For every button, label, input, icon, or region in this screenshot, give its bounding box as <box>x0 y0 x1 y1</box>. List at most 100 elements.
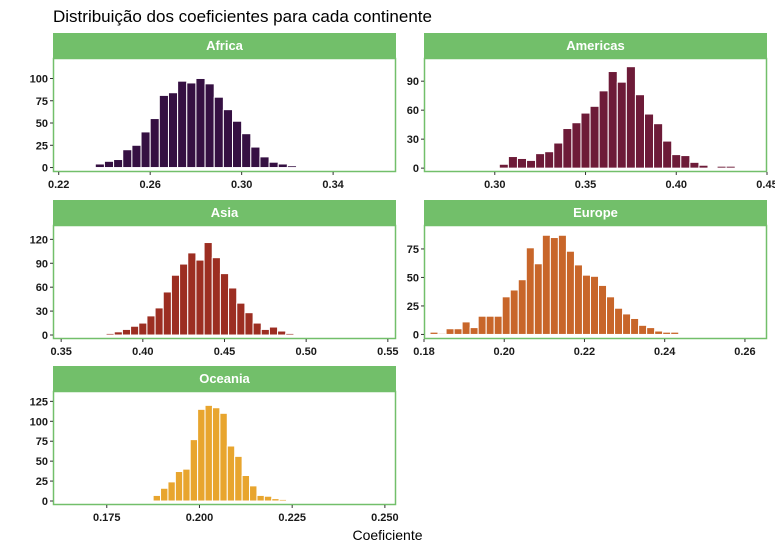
histogram-bar <box>103 160 115 169</box>
histogram-bar <box>565 250 575 335</box>
histogram-bar <box>140 131 151 169</box>
histogram-bar <box>149 118 160 169</box>
y-tick-label: 0 <box>413 329 419 341</box>
x-tick-label: 0.34 <box>322 179 344 191</box>
histogram-bar <box>162 291 172 336</box>
histogram-bar <box>654 330 664 335</box>
facet-strip-label: Oceania <box>199 371 250 386</box>
x-tick-label: 0.200 <box>186 512 214 524</box>
histogram-bar <box>437 332 447 335</box>
histogram-bar <box>485 315 495 335</box>
histogram-bar <box>167 481 176 502</box>
y-tick-label: 90 <box>407 76 419 88</box>
facet-strip-africa <box>53 33 396 58</box>
histogram-bar <box>121 328 132 336</box>
histogram-bar <box>634 94 645 169</box>
x-tick-label: 0.22 <box>48 179 69 191</box>
histogram-bar <box>226 445 236 502</box>
histogram-bar <box>252 322 262 336</box>
histogram-bar <box>525 247 535 335</box>
histogram-bar <box>241 133 252 169</box>
histogram-bar <box>286 165 298 169</box>
histogram-bar <box>461 321 471 335</box>
y-tick-label: 100 <box>30 73 48 85</box>
histogram-bar <box>277 163 288 169</box>
histogram-bar <box>562 128 573 169</box>
y-tick-label: 50 <box>407 272 419 284</box>
histogram-bar <box>113 331 123 336</box>
y-tick-label: 60 <box>36 282 48 294</box>
histogram-bar <box>493 315 503 335</box>
histogram-bar <box>698 164 709 169</box>
histogram-bar <box>670 331 680 335</box>
facet-strip-label: Asia <box>211 205 239 220</box>
histogram-bar <box>646 327 656 335</box>
y-tick-label: 75 <box>407 244 419 256</box>
y-tick-label: 30 <box>407 134 419 146</box>
histogram-bar <box>152 494 162 502</box>
facet-strip-label: Americas <box>566 38 625 53</box>
x-tick-label: 0.50 <box>295 346 316 358</box>
histogram-bar <box>589 105 600 169</box>
y-tick-label: 100 <box>30 416 48 428</box>
histogram-bar <box>249 485 258 502</box>
histogram-bar <box>622 313 632 335</box>
histogram-bar <box>549 237 559 335</box>
histogram-bar <box>85 166 96 169</box>
histogram-bar <box>516 157 528 169</box>
histogram-bar <box>146 315 156 336</box>
histogram-bar <box>553 142 564 169</box>
y-tick-label: 90 <box>36 258 48 270</box>
histogram-bar <box>707 166 718 169</box>
histogram-bar <box>195 259 205 336</box>
facet-strip-label: Europe <box>573 205 618 220</box>
histogram-bar <box>130 325 140 336</box>
histogram-bar <box>122 149 133 169</box>
histogram-bar <box>131 144 142 169</box>
bars-americas <box>489 66 736 169</box>
histogram-bar <box>241 475 251 502</box>
histogram-bar <box>232 120 243 169</box>
y-tick-label: 30 <box>36 306 48 318</box>
histogram-bar <box>429 331 439 335</box>
histogram-bar <box>489 166 500 169</box>
histogram-bar <box>138 322 148 336</box>
x-tick-label: 0.40 <box>132 346 153 358</box>
y-tick-label: 120 <box>30 234 48 246</box>
histogram-bar <box>94 163 105 169</box>
panel-oceania: Oceania 0 25 50 75 100 125 0.175 0.200 0.225 0.250 <box>30 366 399 524</box>
histogram-bar <box>203 242 213 336</box>
histogram-bar <box>535 153 546 169</box>
y-tick-label: 125 <box>30 396 48 408</box>
panel-americas: Americas 0 30 60 90 0.30 0.35 0.40 0.45 <box>407 33 775 191</box>
facet-strip-europe <box>424 200 767 225</box>
x-tick-label: 0.35 <box>50 346 71 358</box>
histogram-bar <box>662 331 672 335</box>
histogram-bar <box>219 273 230 336</box>
histogram-bar <box>197 408 206 502</box>
x-tick-label: 0.18 <box>413 346 434 358</box>
histogram-bar <box>177 80 188 169</box>
bars-europe <box>429 234 680 335</box>
y-tick-label: 50 <box>36 456 48 468</box>
histogram-bar <box>263 495 273 502</box>
histogram-bar <box>228 287 238 336</box>
histogram-bar <box>268 326 279 336</box>
histogram-bar <box>501 296 511 335</box>
histogram-bar <box>573 264 583 335</box>
y-tick-label: 25 <box>36 476 48 488</box>
histogram-bar <box>105 332 115 336</box>
histogram-bar <box>256 494 265 502</box>
histogram-bar <box>277 330 287 336</box>
histogram-bar <box>638 324 648 335</box>
x-tick-label: 0.45 <box>214 346 235 358</box>
histogram-bar <box>598 90 609 169</box>
histogram-bar <box>544 151 555 169</box>
histogram-bar <box>213 96 224 169</box>
panel-border <box>52 224 397 340</box>
histogram-bar <box>260 328 270 336</box>
histogram-bar <box>598 284 608 335</box>
histogram-bar <box>113 159 124 169</box>
y-tick-label: 0 <box>42 496 48 508</box>
x-tick-label: 0.45 <box>756 179 775 191</box>
